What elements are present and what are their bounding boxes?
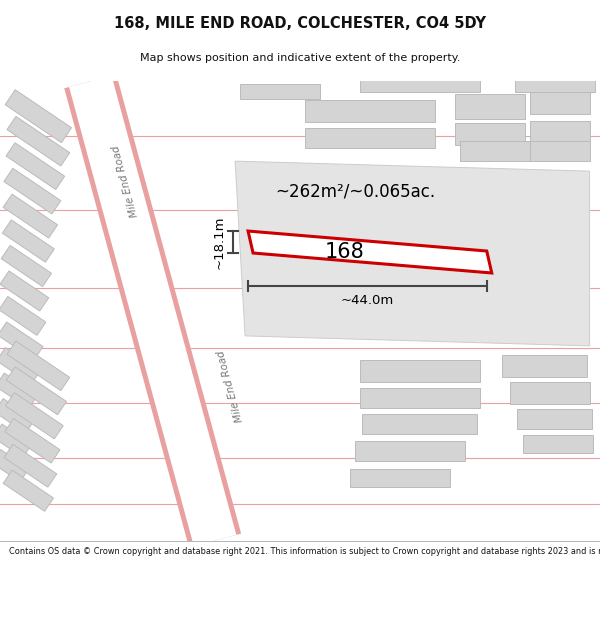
Polygon shape xyxy=(515,80,595,92)
Text: ~18.1m: ~18.1m xyxy=(213,215,226,269)
Polygon shape xyxy=(510,382,590,404)
Polygon shape xyxy=(0,449,29,482)
Polygon shape xyxy=(455,94,524,119)
Polygon shape xyxy=(64,74,241,548)
Text: Mile End Road: Mile End Road xyxy=(215,349,245,423)
Polygon shape xyxy=(517,409,592,429)
Polygon shape xyxy=(530,92,590,114)
Polygon shape xyxy=(360,360,480,382)
Polygon shape xyxy=(5,90,71,142)
Text: Mile End Road: Mile End Road xyxy=(111,144,140,218)
Polygon shape xyxy=(360,80,480,92)
Polygon shape xyxy=(305,100,435,122)
Polygon shape xyxy=(502,355,587,377)
Polygon shape xyxy=(0,271,49,311)
Polygon shape xyxy=(1,246,52,287)
Text: 168, MILE END ROAD, COLCHESTER, CO4 5DY: 168, MILE END ROAD, COLCHESTER, CO4 5DY xyxy=(114,16,486,31)
Polygon shape xyxy=(530,121,590,141)
Polygon shape xyxy=(5,419,60,463)
Polygon shape xyxy=(305,128,435,148)
Text: Map shows position and indicative extent of the property.: Map shows position and indicative extent… xyxy=(140,52,460,62)
Polygon shape xyxy=(455,123,524,145)
Polygon shape xyxy=(360,388,480,408)
Polygon shape xyxy=(248,231,492,273)
Polygon shape xyxy=(7,116,70,166)
Polygon shape xyxy=(2,220,55,262)
Polygon shape xyxy=(4,444,57,487)
Polygon shape xyxy=(5,392,63,439)
Polygon shape xyxy=(460,141,560,161)
Polygon shape xyxy=(235,161,590,346)
Polygon shape xyxy=(530,141,590,161)
Polygon shape xyxy=(69,76,236,546)
Polygon shape xyxy=(6,142,65,189)
Polygon shape xyxy=(0,373,37,409)
Text: ~262m²/~0.065ac.: ~262m²/~0.065ac. xyxy=(275,182,435,200)
Polygon shape xyxy=(0,348,40,384)
Polygon shape xyxy=(3,470,53,511)
Polygon shape xyxy=(3,194,58,238)
Polygon shape xyxy=(350,469,450,487)
Polygon shape xyxy=(0,399,35,433)
Polygon shape xyxy=(240,84,320,99)
Polygon shape xyxy=(523,435,593,452)
Text: ~44.0m: ~44.0m xyxy=(341,294,394,307)
Polygon shape xyxy=(4,168,61,214)
Text: Contains OS data © Crown copyright and database right 2021. This information is : Contains OS data © Crown copyright and d… xyxy=(9,548,600,556)
Polygon shape xyxy=(7,341,70,391)
Polygon shape xyxy=(362,414,477,434)
Polygon shape xyxy=(355,441,465,461)
Text: 168: 168 xyxy=(325,242,365,262)
Polygon shape xyxy=(0,296,46,336)
Polygon shape xyxy=(0,424,32,458)
Polygon shape xyxy=(6,367,67,415)
Polygon shape xyxy=(0,322,43,360)
